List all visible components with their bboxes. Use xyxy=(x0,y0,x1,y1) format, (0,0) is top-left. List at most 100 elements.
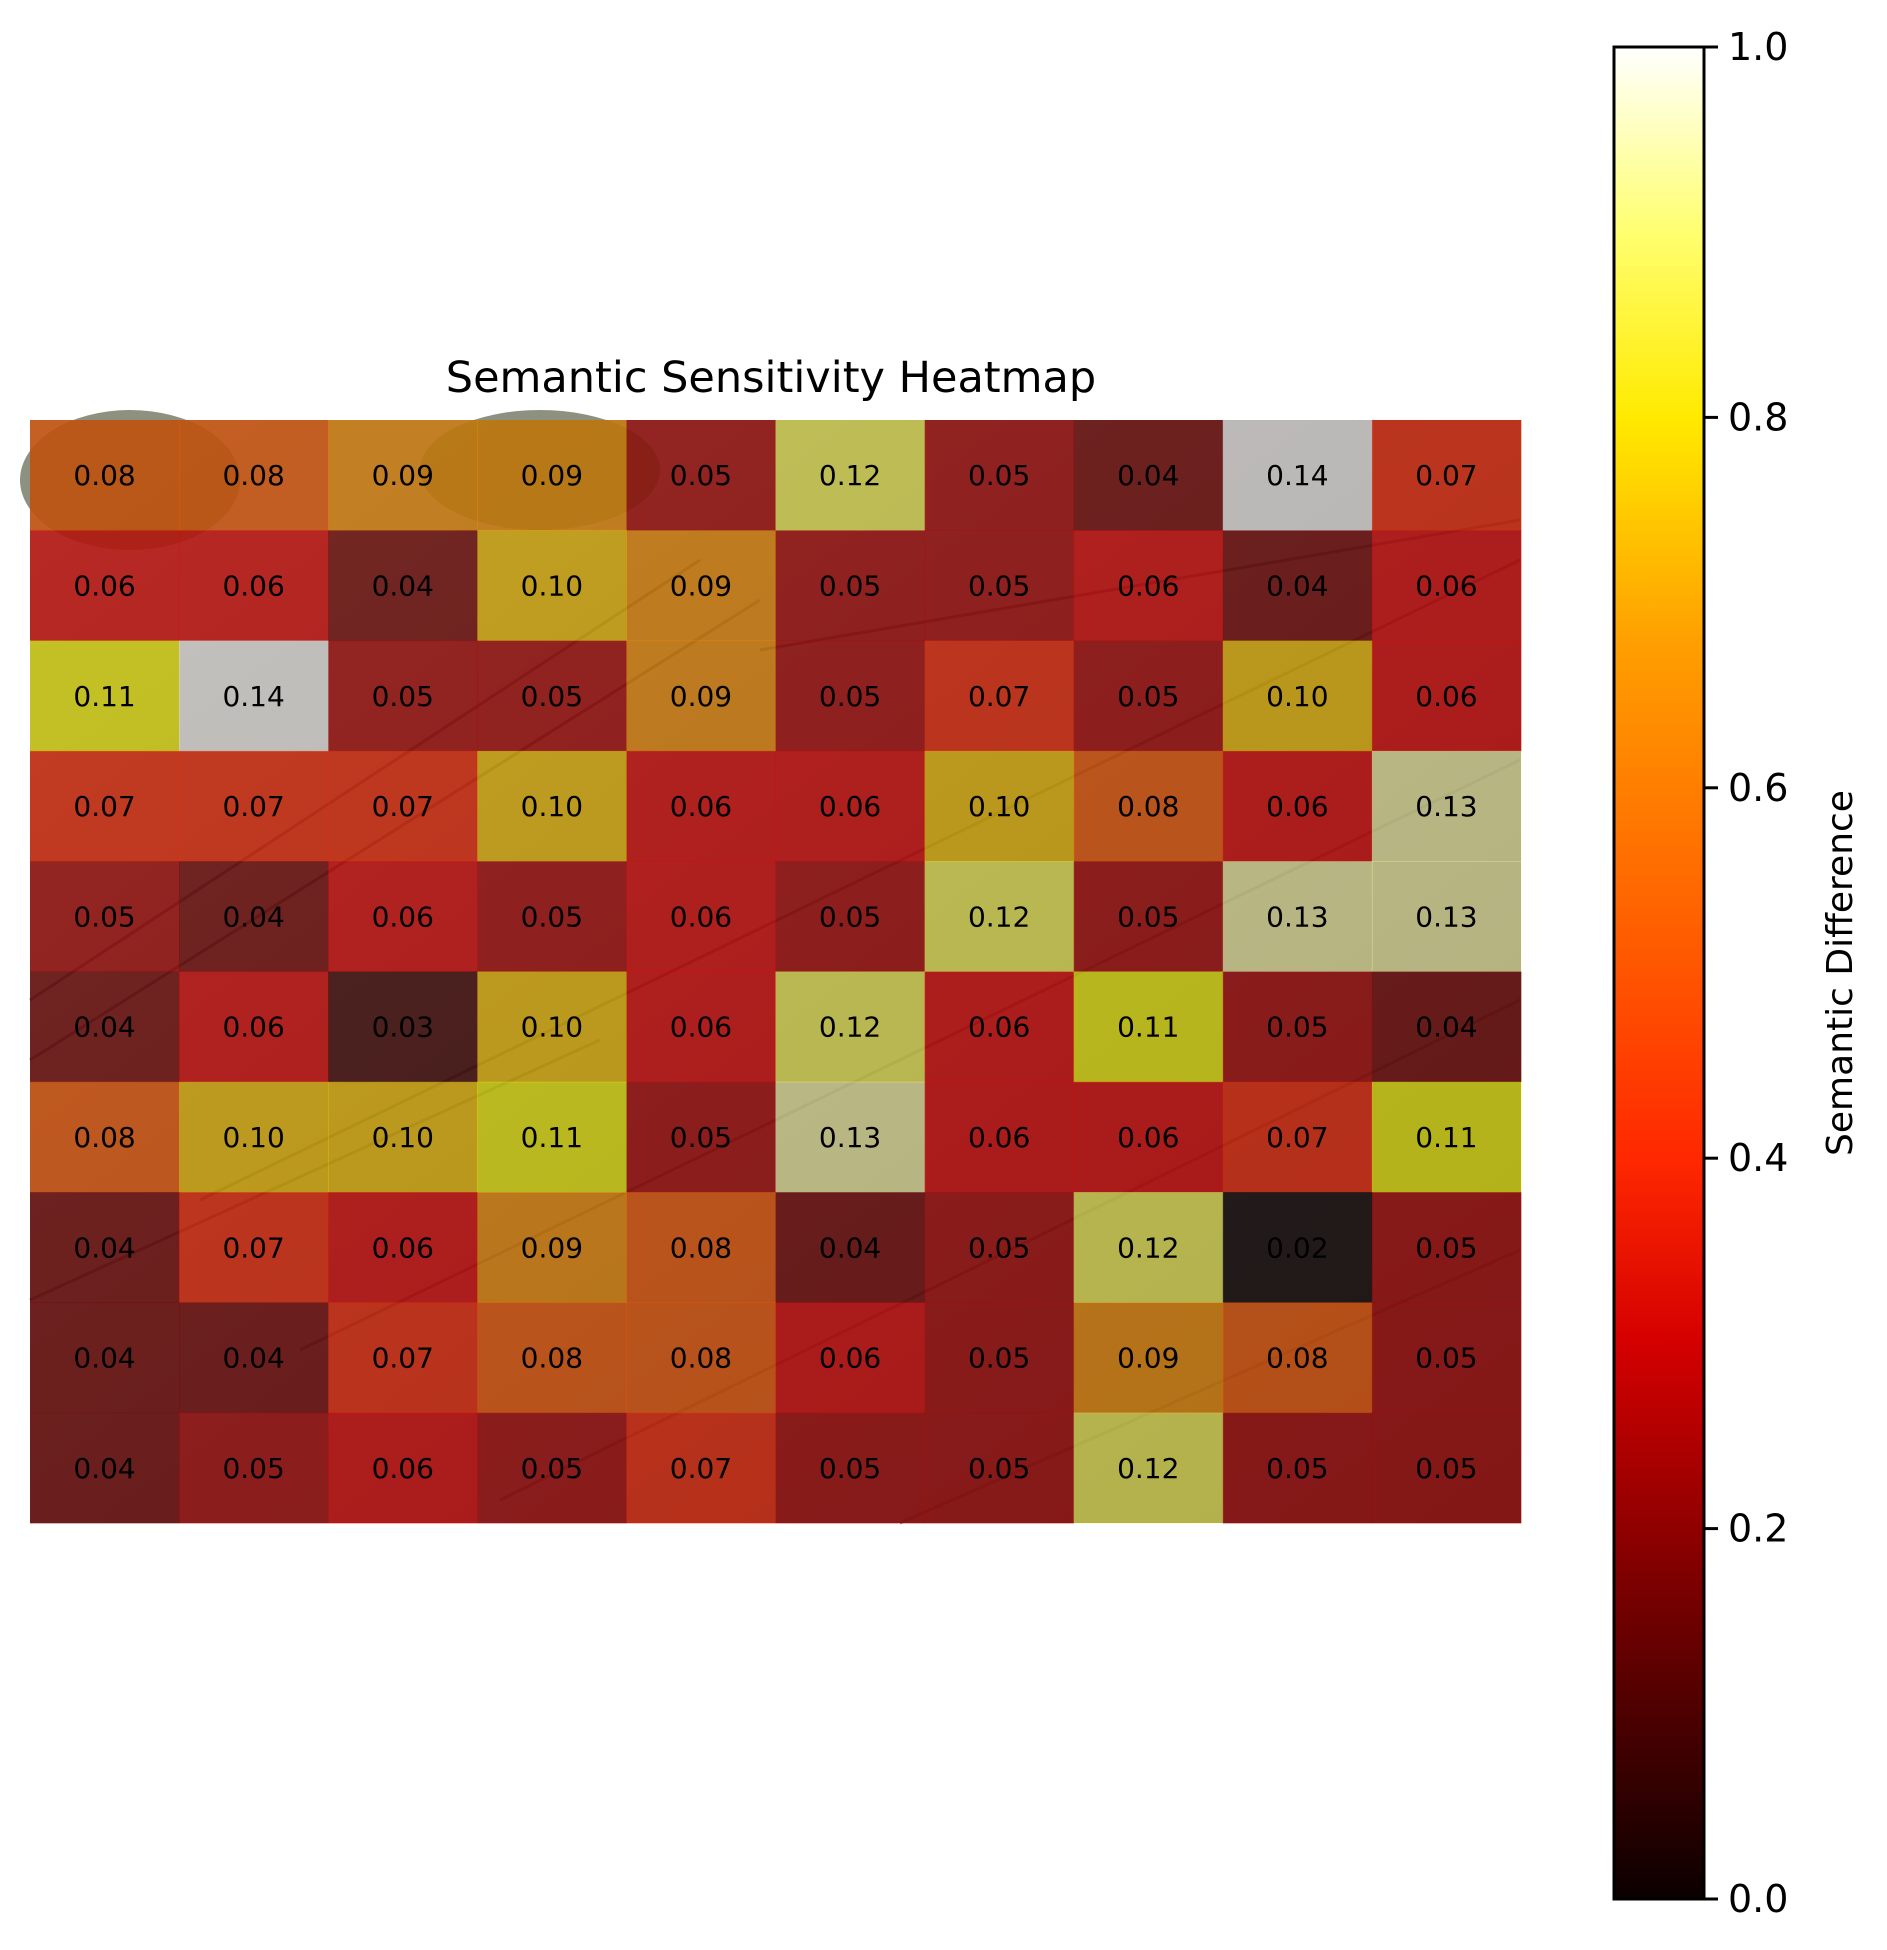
cell-value-label-r0-c7: 0.04 xyxy=(1117,459,1179,492)
colorbar-tick-label-5: 1.0 xyxy=(1728,25,1788,69)
heatmap-cell-r9-c7 xyxy=(1073,1412,1224,1524)
cell-value-label-r2-c0: 0.11 xyxy=(73,680,135,713)
heatmap-cell-r2-c9 xyxy=(1371,640,1522,752)
heatmap-cell-r4-c2 xyxy=(328,861,478,972)
cell-value-label-r5-c3: 0.10 xyxy=(521,1011,583,1044)
cell-value-label-r8-c5: 0.06 xyxy=(819,1342,881,1375)
cell-value-label-r2-c7: 0.05 xyxy=(1117,680,1179,713)
cell-value-label-r1-c6: 0.05 xyxy=(968,569,1030,602)
cell-value-label-r5-c2: 0.03 xyxy=(372,1011,434,1044)
heatmap-cell-r3-c0 xyxy=(30,750,180,862)
cell-value-label-r3-c3: 0.10 xyxy=(521,790,583,823)
heatmap-cell-r7-c5 xyxy=(775,1192,926,1303)
cell-value-label-r3-c5: 0.06 xyxy=(819,790,881,823)
cell-value-label-r1-c1: 0.06 xyxy=(222,569,284,602)
heatmap-cell-r5-c8 xyxy=(1222,971,1373,1083)
heatmap-cell-r7-c6 xyxy=(924,1192,1075,1303)
heatmap-cell-r7-c1 xyxy=(179,1192,329,1303)
heatmap-cell-r1-c3 xyxy=(477,530,627,642)
cell-value-label-r2-c9: 0.06 xyxy=(1415,680,1477,713)
heatmap-cell-r4-c9 xyxy=(1371,861,1522,972)
heatmap-cell-r2-c0 xyxy=(30,640,180,752)
cell-value-label-r5-c0: 0.04 xyxy=(73,1011,135,1044)
cell-value-label-r9-c4: 0.07 xyxy=(670,1452,732,1485)
heatmap-cell-r8-c7 xyxy=(1073,1302,1224,1414)
cell-value-label-r0-c5: 0.12 xyxy=(819,459,881,492)
cell-value-label-r7-c5: 0.04 xyxy=(819,1231,881,1264)
cell-value-label-r6-c1: 0.10 xyxy=(222,1121,284,1154)
cell-value-label-r0-c2: 0.09 xyxy=(372,459,434,492)
cell-value-label-r9-c7: 0.12 xyxy=(1117,1452,1179,1485)
colorbar: 0.0 0.2 0.4 0.6 0.8 1.0 Semantic Difference xyxy=(1612,25,1861,1921)
heatmap-cell-r5-c7 xyxy=(1073,971,1224,1083)
heatmap-cell-r3-c5 xyxy=(775,750,926,862)
heatmap-cell-r4-c7 xyxy=(1073,861,1224,972)
heatmap-cell-r3-c2 xyxy=(328,750,478,862)
heatmap-cell-r5-c6 xyxy=(924,971,1075,1083)
cell-value-label-r6-c4: 0.05 xyxy=(670,1121,732,1154)
heatmap-cell-r9-c1 xyxy=(179,1412,329,1524)
cell-value-label-r3-c8: 0.06 xyxy=(1266,790,1328,823)
cell-value-label-r6-c9: 0.11 xyxy=(1415,1121,1477,1154)
colorbar-tick-label-4: 0.8 xyxy=(1728,395,1788,439)
heatmap-cell-r3-c4 xyxy=(626,750,776,862)
cell-value-label-r9-c5: 0.05 xyxy=(819,1452,881,1485)
colorbar-tick-label-0: 0.0 xyxy=(1728,1877,1788,1921)
cell-value-label-r6-c3: 0.11 xyxy=(521,1121,583,1154)
heatmap-cell-r7-c4 xyxy=(626,1192,776,1303)
cell-value-label-r8-c1: 0.04 xyxy=(222,1342,284,1375)
cell-value-label-r8-c2: 0.07 xyxy=(372,1342,434,1375)
cell-value-label-r4-c4: 0.06 xyxy=(670,900,732,933)
heatmap-cell-r1-c1 xyxy=(179,530,329,642)
heatmap-cell-r7-c0 xyxy=(30,1192,180,1303)
cell-value-label-r2-c1: 0.14 xyxy=(222,680,284,713)
colorbar-ticks: 0.0 0.2 0.4 0.6 0.8 1.0 xyxy=(1704,25,1788,1921)
cell-value-label-r1-c0: 0.06 xyxy=(73,569,135,602)
cell-value-label-r1-c9: 0.06 xyxy=(1415,569,1477,602)
cell-value-label-r7-c3: 0.09 xyxy=(521,1231,583,1264)
heatmap-cell-r0-c5 xyxy=(775,420,926,531)
cell-value-label-r5-c8: 0.05 xyxy=(1266,1011,1328,1044)
heatmap-cell-r7-c8 xyxy=(1222,1192,1373,1303)
cell-value-label-r2-c5: 0.05 xyxy=(819,680,881,713)
cell-value-label-r5-c1: 0.06 xyxy=(222,1011,284,1044)
heatmap-cell-r2-c2 xyxy=(328,640,478,752)
heatmap-cell-r6-c6 xyxy=(924,1081,1075,1193)
cell-value-label-r3-c6: 0.10 xyxy=(968,790,1030,823)
cell-value-label-r0-c9: 0.07 xyxy=(1415,459,1477,492)
cell-value-label-r9-c9: 0.05 xyxy=(1415,1452,1477,1485)
cell-value-label-r9-c0: 0.04 xyxy=(73,1452,135,1485)
cell-value-label-r8-c8: 0.08 xyxy=(1266,1342,1328,1375)
heatmap-cell-r6-c2 xyxy=(328,1081,478,1193)
cell-value-label-r4-c1: 0.04 xyxy=(222,900,284,933)
cell-value-label-r5-c7: 0.11 xyxy=(1117,1011,1179,1044)
cell-value-label-r9-c6: 0.05 xyxy=(968,1452,1030,1485)
heatmap-cell-r5-c3 xyxy=(477,971,627,1083)
heatmap-cell-r8-c5 xyxy=(775,1302,926,1414)
heatmap-cell-r0-c9 xyxy=(1371,420,1522,531)
heatmap-cell-r9-c9 xyxy=(1371,1412,1522,1524)
cell-value-label-r8-c9: 0.05 xyxy=(1415,1342,1477,1375)
cell-value-label-r6-c5: 0.13 xyxy=(819,1121,881,1154)
cell-value-label-r2-c2: 0.05 xyxy=(372,680,434,713)
heatmap-cell-r0-c8 xyxy=(1222,420,1373,531)
cell-value-label-r4-c0: 0.05 xyxy=(73,900,135,933)
heatmap-cell-r7-c7 xyxy=(1073,1192,1224,1303)
heatmap-cell-r3-c1 xyxy=(179,750,329,862)
cell-value-label-r4-c3: 0.05 xyxy=(521,900,583,933)
heatmap-cell-r9-c5 xyxy=(775,1412,926,1524)
heatmap-cell-r6-c8 xyxy=(1222,1081,1373,1193)
cell-value-label-r5-c9: 0.04 xyxy=(1415,1011,1477,1044)
heatmap-cell-r1-c8 xyxy=(1222,530,1373,642)
cell-value-label-r0-c0: 0.08 xyxy=(73,459,135,492)
heatmap-cell-r5-c1 xyxy=(179,971,329,1083)
heatmap-cell-r1-c5 xyxy=(775,530,926,642)
heatmap-cell-r0-c6 xyxy=(924,420,1075,531)
heatmap-cell-r9-c4 xyxy=(626,1412,776,1524)
heatmap-cell-r8-c1 xyxy=(179,1302,329,1414)
heatmap-cell-r1-c7 xyxy=(1073,530,1224,642)
heatmap-cell-r3-c7 xyxy=(1073,750,1224,862)
heatmap-cell-r6-c1 xyxy=(179,1081,329,1193)
cell-value-label-r0-c3: 0.09 xyxy=(521,459,583,492)
cell-value-label-r1-c7: 0.06 xyxy=(1117,569,1179,602)
